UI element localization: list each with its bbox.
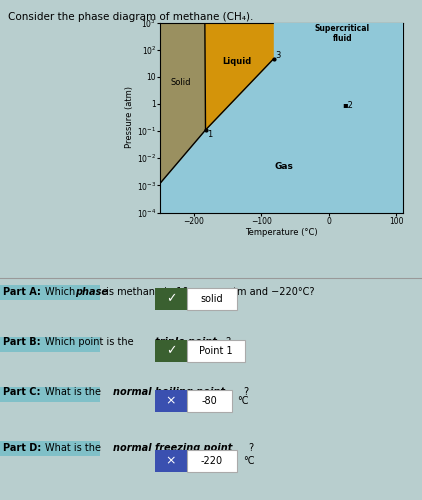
Text: Which: Which xyxy=(45,286,78,296)
Bar xyxy=(155,390,187,412)
Polygon shape xyxy=(206,22,273,130)
Text: Part D:: Part D: xyxy=(3,443,41,453)
Text: normal freezing point: normal freezing point xyxy=(113,443,233,453)
Text: ×: × xyxy=(166,454,176,468)
Text: Liquid: Liquid xyxy=(222,57,252,66)
Text: What is the: What is the xyxy=(45,386,104,396)
Text: Supercritical
fluid: Supercritical fluid xyxy=(315,24,370,44)
Text: atm and −220°C?: atm and −220°C? xyxy=(224,286,314,296)
Text: Gas: Gas xyxy=(275,162,294,171)
Text: Point 1: Point 1 xyxy=(199,346,233,356)
Text: solid: solid xyxy=(201,294,223,304)
Text: ?: ? xyxy=(225,336,230,346)
Text: -80: -80 xyxy=(201,396,217,406)
Text: triple point: triple point xyxy=(155,336,217,346)
Text: Part A:: Part A: xyxy=(3,286,41,296)
Bar xyxy=(0,386,100,402)
Text: °C: °C xyxy=(237,396,249,406)
Text: ×: × xyxy=(166,394,176,407)
Text: phase: phase xyxy=(75,286,108,296)
Text: Which point is the: Which point is the xyxy=(45,336,137,346)
Bar xyxy=(187,390,232,412)
Bar xyxy=(0,441,100,456)
Y-axis label: Pressure (atm): Pressure (atm) xyxy=(125,86,134,148)
Text: °C: °C xyxy=(243,456,254,466)
Bar xyxy=(155,288,187,310)
Text: 3: 3 xyxy=(276,50,281,59)
Text: 1: 1 xyxy=(208,130,213,139)
X-axis label: Temperature (°C): Temperature (°C) xyxy=(245,228,318,237)
Text: ✓: ✓ xyxy=(166,344,176,357)
Text: is methane in 10: is methane in 10 xyxy=(103,286,189,296)
Polygon shape xyxy=(273,22,403,59)
Text: Solid: Solid xyxy=(170,78,191,87)
Text: ▪2: ▪2 xyxy=(342,101,353,110)
Text: normal boiling point: normal boiling point xyxy=(113,386,225,396)
Bar xyxy=(187,288,237,310)
Text: -220: -220 xyxy=(201,456,223,466)
Text: ?: ? xyxy=(243,386,248,396)
Bar xyxy=(187,450,237,472)
Polygon shape xyxy=(160,22,206,183)
Text: Part B:: Part B: xyxy=(3,336,41,346)
Text: Consider the phase diagram of methane (CH₄).: Consider the phase diagram of methane (C… xyxy=(8,12,254,22)
Text: What is the: What is the xyxy=(45,443,104,453)
Text: ⁻¹: ⁻¹ xyxy=(215,286,222,296)
Text: Part C:: Part C: xyxy=(3,386,41,396)
Text: ?: ? xyxy=(248,443,253,453)
Bar xyxy=(0,284,100,300)
Bar xyxy=(155,340,187,361)
Text: ✓: ✓ xyxy=(166,292,176,305)
Bar xyxy=(155,450,187,472)
Bar xyxy=(187,340,245,361)
Bar xyxy=(0,336,100,351)
